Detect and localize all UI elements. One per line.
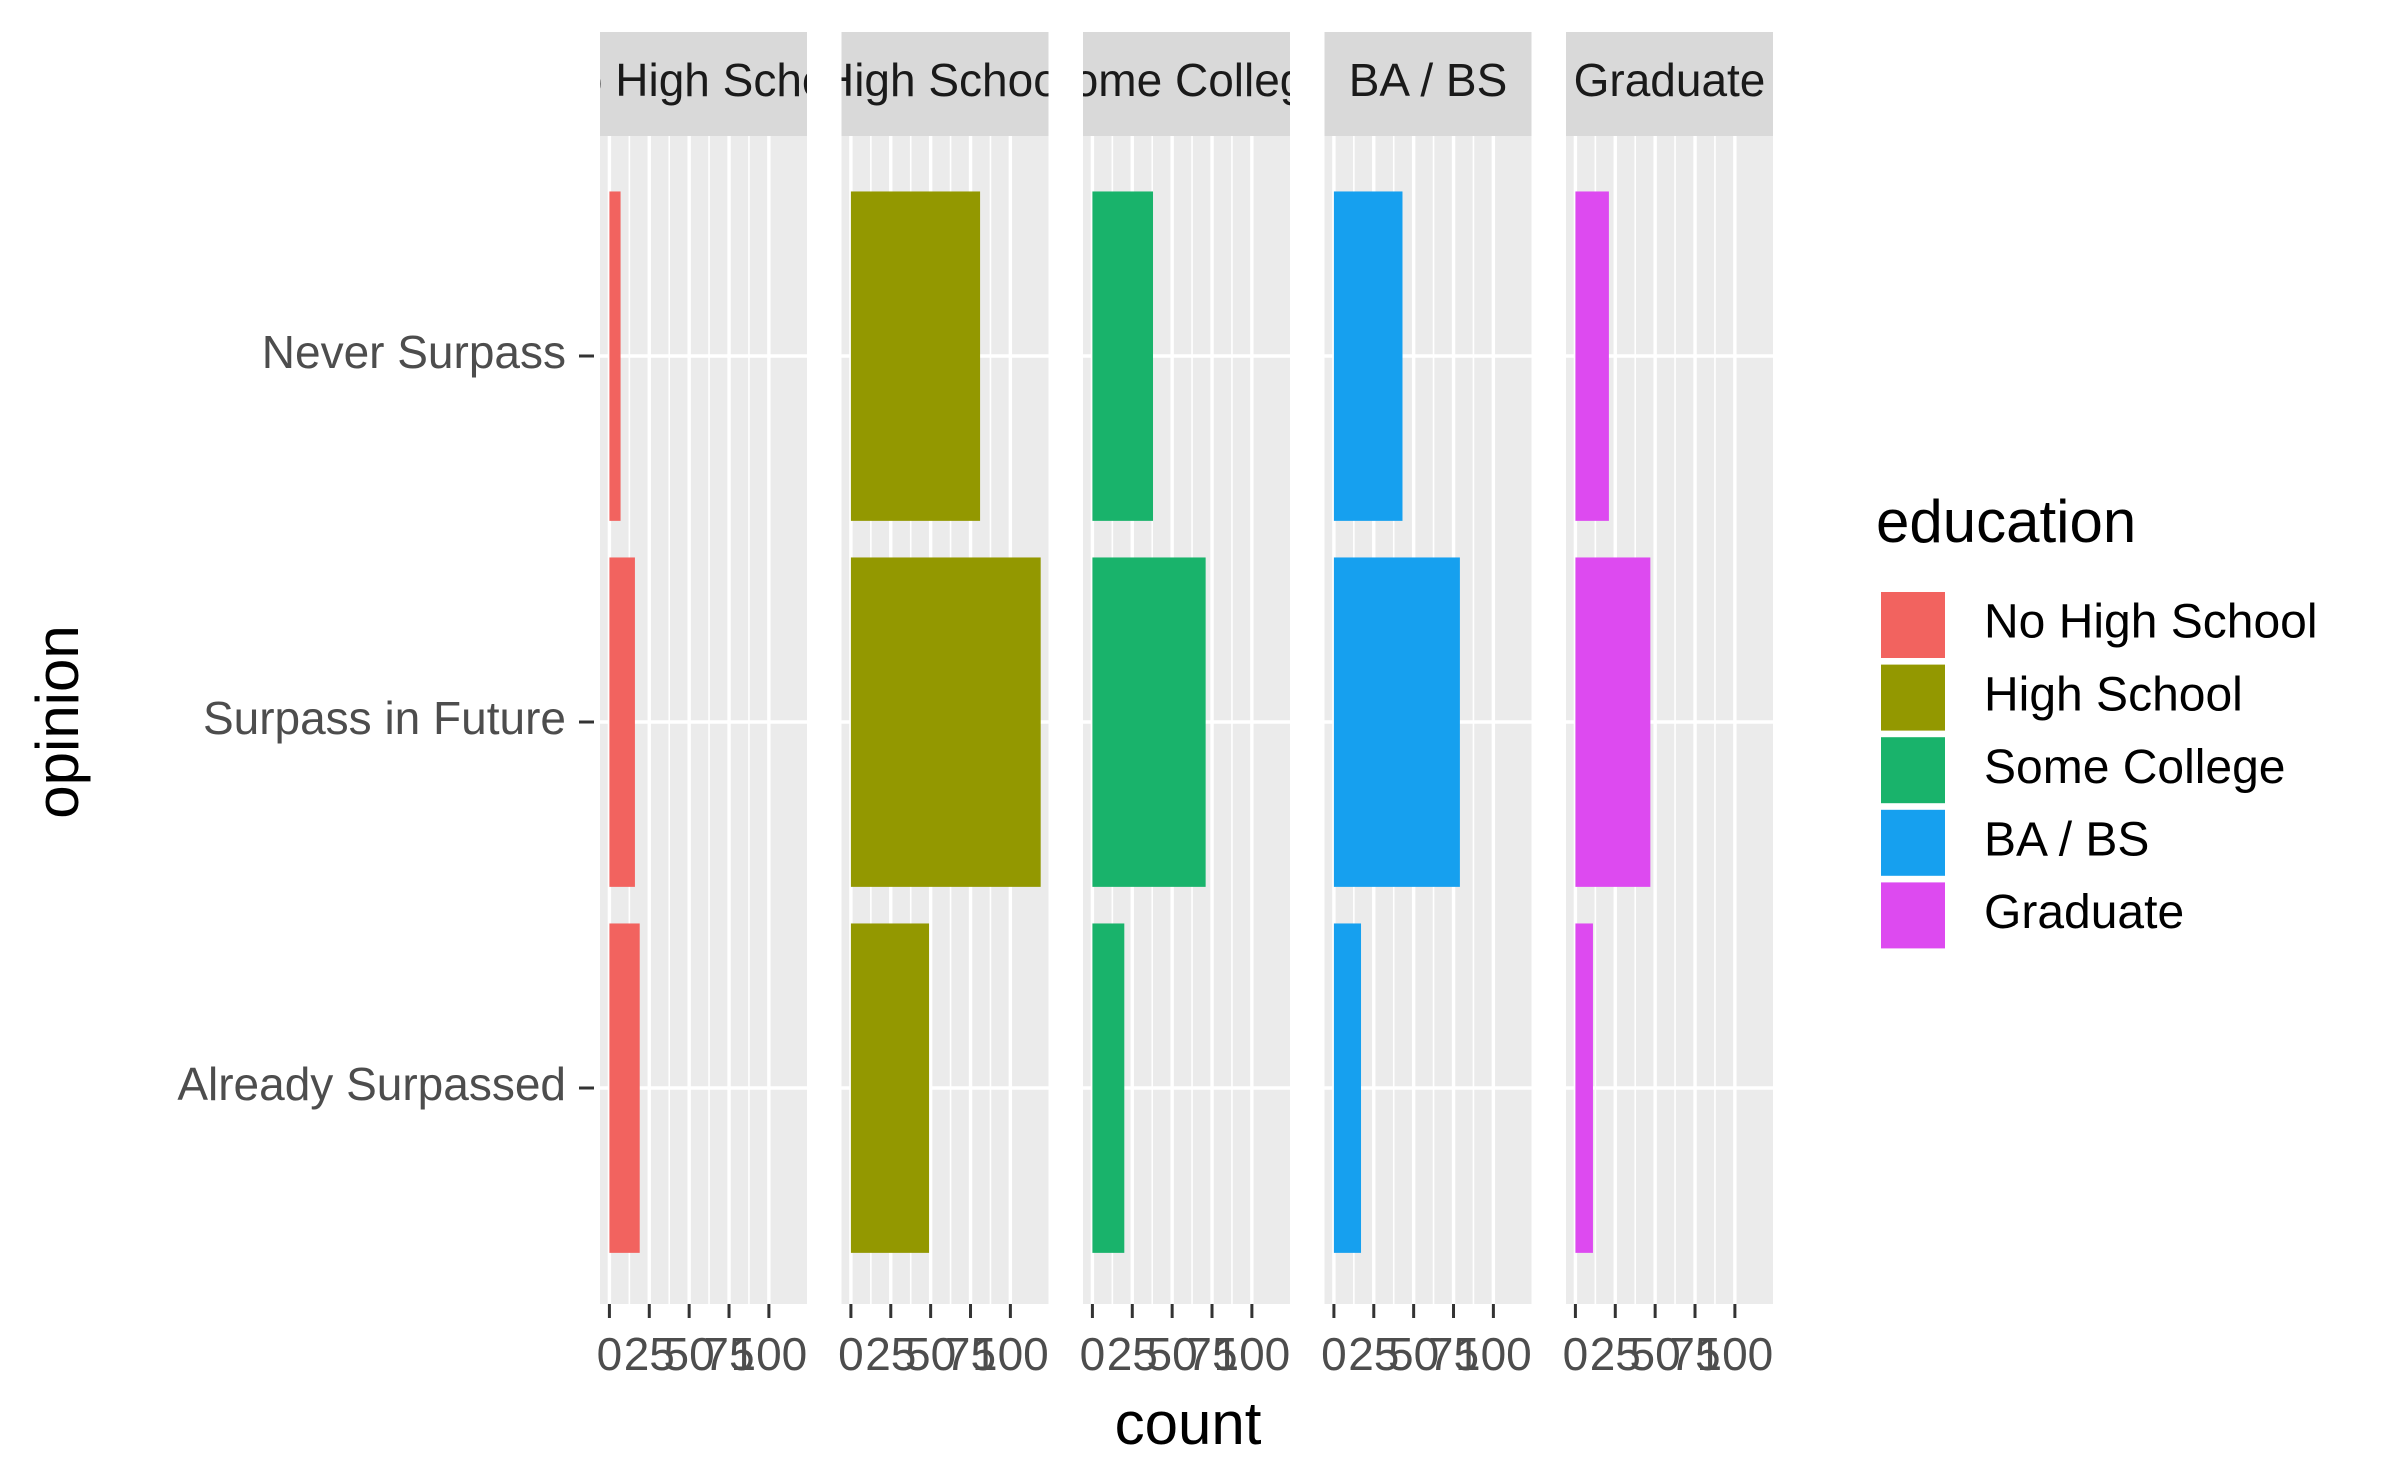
x-tick-label: 100 [1697,1328,1774,1380]
x-tick-label: 25 [1590,1328,1641,1380]
legend-key [1879,880,1947,951]
x-tick-label: 50 [905,1328,956,1380]
legend-title: education [1876,488,2136,555]
legend-key [1879,735,1947,806]
y-tick-label: Surpass in Future [203,692,566,744]
strip-label: No High School [544,54,864,106]
x-tick-label: 75 [1186,1328,1237,1380]
bar [609,557,635,887]
x-tick-label: 100 [731,1328,808,1380]
bar [609,191,621,521]
x-tick-label: 100 [1455,1328,1532,1380]
legend-key [1879,662,1947,733]
x-tick-label: 100 [972,1328,1049,1380]
bar [1092,191,1154,521]
x-tick-label: 50 [1630,1328,1681,1380]
x-tick-label: 25 [865,1328,916,1380]
strip-background [1083,32,1290,136]
strip-background [841,32,1049,136]
x-tick-label: 0 [838,1328,864,1380]
bar [850,923,930,1253]
x-tick-label: 25 [624,1328,675,1380]
x-tick-label: 75 [1428,1328,1479,1380]
strip-background [1566,32,1773,136]
y-tick-label: Already Surpassed [177,1058,566,1110]
legend-label: No High School [1984,596,2318,649]
x-tick-label: 0 [1563,1328,1589,1380]
x-tick-label: 75 [703,1328,754,1380]
legend-label: Some College [1984,741,2286,794]
bar [850,557,1041,887]
bar [1575,557,1651,887]
x-tick-label: 75 [945,1328,996,1380]
x-tick-label: 50 [664,1328,715,1380]
x-tick-label: 0 [1080,1328,1106,1380]
strip-background [1324,32,1532,136]
bar [1575,923,1593,1253]
legend-key [1879,807,1947,878]
x-axis-title: count [1115,1390,1262,1457]
y-axis-title: opinion [24,625,91,819]
x-tick-label: 0 [597,1328,623,1380]
y-tick-label: Never Surpass [262,326,566,378]
strip-label: Graduate [1574,54,1766,106]
bar [1092,923,1125,1253]
bar [1333,191,1403,521]
x-tick-label: 100 [1214,1328,1291,1380]
legend-label: Graduate [1984,886,2184,939]
strip-label: High School [821,54,1069,106]
bar [609,923,640,1253]
x-tick-label: 75 [1669,1328,1720,1380]
strip-background [600,32,807,136]
legend-label: BA / BS [1984,813,2149,866]
legend-key [1879,590,1947,660]
x-tick-label: 50 [1388,1328,1439,1380]
x-tick-label: 50 [1147,1328,1198,1380]
bar [1333,923,1362,1253]
x-tick-label: 25 [1348,1328,1399,1380]
legend-label: High School [1984,668,2243,721]
x-tick-label: 25 [1107,1328,1158,1380]
bar [1333,557,1460,887]
bar [850,191,981,521]
bar [1575,191,1609,521]
strip-label: BA / BS [1349,54,1508,106]
strip-label: Some College [1042,54,1331,106]
x-tick-label: 0 [1321,1328,1347,1380]
bar [1092,557,1206,887]
